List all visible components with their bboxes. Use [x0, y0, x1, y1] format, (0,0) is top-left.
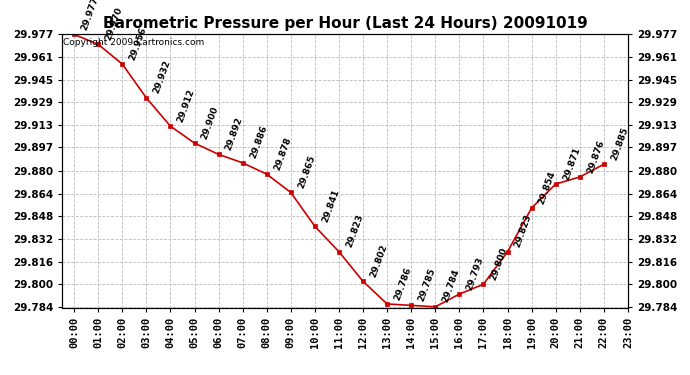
Text: 29.886: 29.886 [248, 124, 268, 160]
Text: 29.885: 29.885 [609, 126, 630, 162]
Text: 29.871: 29.871 [561, 146, 582, 181]
Text: Copyright 2009 Cartronics.com: Copyright 2009 Cartronics.com [63, 38, 204, 47]
Text: 29.823: 29.823 [344, 213, 365, 249]
Text: 29.784: 29.784 [441, 268, 462, 304]
Text: 29.785: 29.785 [417, 267, 437, 303]
Text: 29.977: 29.977 [79, 0, 100, 32]
Text: 29.823: 29.823 [513, 213, 533, 249]
Text: 29.876: 29.876 [585, 138, 606, 174]
Text: 29.802: 29.802 [368, 243, 389, 279]
Text: 29.892: 29.892 [224, 116, 244, 152]
Text: 29.786: 29.786 [393, 266, 413, 301]
Text: 29.970: 29.970 [104, 6, 124, 42]
Text: 29.800: 29.800 [489, 246, 509, 282]
Text: 29.841: 29.841 [320, 188, 341, 224]
Text: 29.878: 29.878 [273, 135, 293, 171]
Text: 29.900: 29.900 [200, 105, 220, 140]
Text: 29.912: 29.912 [176, 87, 197, 123]
Text: 29.865: 29.865 [297, 154, 317, 190]
Text: 29.854: 29.854 [537, 170, 558, 205]
Text: 29.932: 29.932 [152, 59, 172, 95]
Title: Barometric Pressure per Hour (Last 24 Hours) 20091019: Barometric Pressure per Hour (Last 24 Ho… [103, 16, 587, 31]
Text: 29.956: 29.956 [128, 26, 148, 61]
Text: 29.793: 29.793 [465, 255, 485, 291]
